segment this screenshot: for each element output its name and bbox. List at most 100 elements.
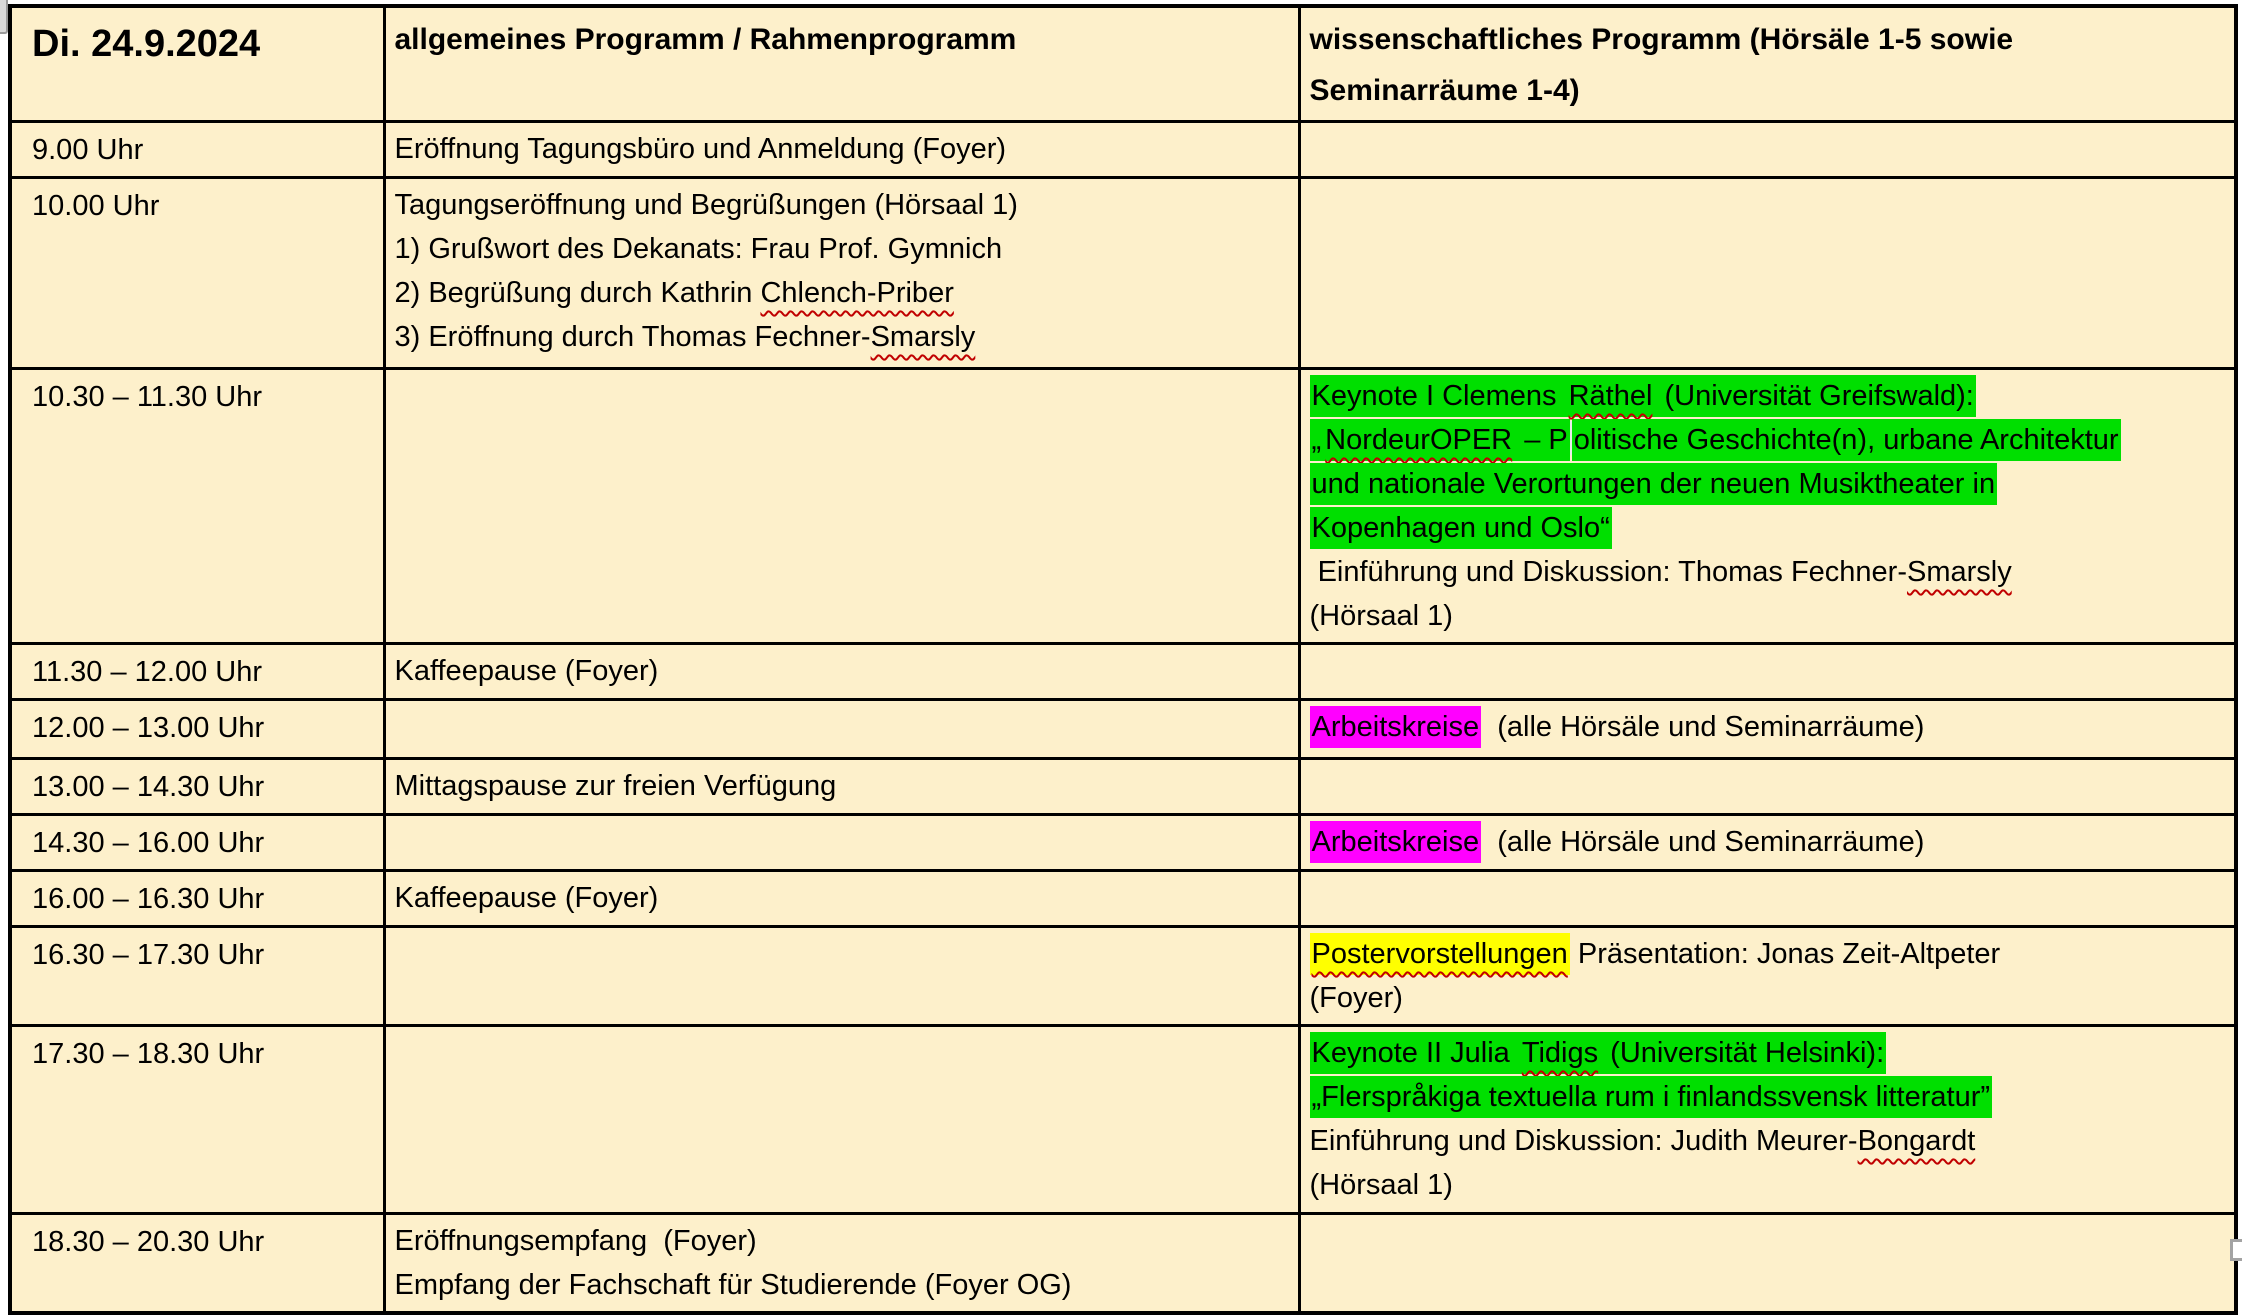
text-segment: Eröffnung Tagungsbüro und Anmeldung (Foy… <box>394 133 1007 165</box>
text-segment: 11.30 – 12.00 Uhr <box>32 656 263 688</box>
text-line: 14.30 – 16.00 Uhr <box>32 821 377 865</box>
scientific-cell[interactable]: Arbeitskreise (alle Hörsäle und Seminarr… <box>1297 813 2238 872</box>
text-line: „Flerspråkiga textuella rum i finlandssv… <box>1309 1075 2227 1119</box>
general-cell[interactable] <box>382 925 1301 1027</box>
general-cell[interactable] <box>382 367 1301 645</box>
general-cell[interactable]: Mittagspause zur freien Verfügung <box>382 757 1301 816</box>
scientific-cell[interactable] <box>1297 757 2238 816</box>
scientific-cell[interactable]: Keynote II Julia Tidigs (Universität Hel… <box>1297 1024 2238 1215</box>
highlighted-text: Kopenhagen und Oslo“ <box>1309 507 1612 549</box>
scientific-cell[interactable]: Arbeitskreise (alle Hörsäle und Seminarr… <box>1297 698 2238 760</box>
text-line: 9.00 Uhr <box>32 128 377 172</box>
scientific-cell[interactable] <box>1297 869 2238 928</box>
text-segment: 16.30 – 17.30 Uhr <box>32 939 265 971</box>
scientific-cell[interactable] <box>1297 1212 2238 1315</box>
time-cell[interactable]: 9.00 Uhr <box>8 120 386 179</box>
header-scientific-cell[interactable]: wissenschaftliches Programm (Hörsäle 1-5… <box>1297 4 2238 123</box>
text-segment: Kaffeepause (Foyer) <box>394 882 659 914</box>
scientific-cell[interactable] <box>1297 120 2238 179</box>
time-cell[interactable]: 18.30 – 20.30 Uhr <box>8 1212 386 1315</box>
text-segment: Mittagspause zur freien Verfügung <box>394 770 837 802</box>
time-cell[interactable]: 10.30 – 11.30 Uhr <box>8 367 386 645</box>
text-line: (Hörsaal 1) <box>1310 1163 2227 1207</box>
text-line: 18.30 – 20.30 Uhr <box>32 1220 377 1264</box>
text-line: Kaffeepause (Foyer) <box>395 649 1290 693</box>
text-line: 10.30 – 11.30 Uhr <box>32 375 377 419</box>
table-row: 10.00 Uhr Tagungseröffnung und Begrüßunge… <box>8 176 2238 370</box>
text-line: Arbeitskreise (alle Hörsäle und Seminarr… <box>1309 820 2227 864</box>
text-segment: 10.00 Uhr <box>32 190 160 222</box>
time-cell[interactable]: 12.00 – 13.00 Uhr <box>8 698 386 760</box>
text-line: 11.30 – 12.00 Uhr <box>32 650 377 694</box>
resize-handle-icon[interactable] <box>2230 1239 2242 1261</box>
table-row: 18.30 – 20.30 Uhr Eröffnungsempfang (Foye… <box>8 1212 2238 1315</box>
text-segment: 9.00 Uhr <box>32 134 144 166</box>
text-line: 17.30 – 18.30 Uhr <box>32 1032 377 1076</box>
general-cell[interactable] <box>382 698 1301 760</box>
general-cell[interactable] <box>382 813 1301 872</box>
table-row: 17.30 – 18.30 Uhr Keynote II Julia Tidigs… <box>8 1024 2238 1215</box>
text-segment: (Foyer) <box>1309 982 1403 1014</box>
text-line: Eröffnungsempfang (Foyer) <box>395 1219 1290 1263</box>
text-segment: Kaffeepause (Foyer) <box>394 655 659 687</box>
text-line: 12.00 – 13.00 Uhr <box>32 706 377 750</box>
header-date-cell[interactable]: Di. 24.9.2024 <box>8 4 386 123</box>
text-cursor <box>1569 421 1572 455</box>
highlighted-text: Keynote II Julia <box>1309 1032 1520 1074</box>
scientific-cell[interactable]: Postervorstellungen Präsentation: Jonas … <box>1297 925 2238 1027</box>
table-row: 16.00 – 16.30 Uhr Kaffeepause (Foyer) <box>8 869 2238 928</box>
text-segment: Smarsly <box>1907 556 2012 588</box>
text-segment: 17.30 – 18.30 Uhr <box>32 1038 265 1070</box>
table-row: 9.00 Uhr Eröffnung Tagungsbüro und Anmeld… <box>8 120 2238 179</box>
scientific-cell[interactable] <box>1297 642 2238 701</box>
text-segment: 3) Eröffnung durch Thomas Fechner- <box>394 321 871 353</box>
time-cell[interactable]: 10.00 Uhr <box>8 176 386 370</box>
text-segment: Präsentation: Jonas Zeit-Altpeter <box>1569 938 2001 970</box>
text-segment: 14.30 – 16.00 Uhr <box>32 827 265 859</box>
time-cell[interactable]: 16.00 – 16.30 Uhr <box>8 869 386 928</box>
highlighted-text: „ <box>1309 419 1324 461</box>
general-cell[interactable]: Tagungseröffnung und Begrüßungen (Hörsaa… <box>382 176 1301 370</box>
time-cell[interactable]: 11.30 – 12.00 Uhr <box>8 642 386 701</box>
time-cell[interactable]: 14.30 – 16.00 Uhr <box>8 813 386 872</box>
table-row: 16.30 – 17.30 Uhr Postervorstellungen Prä… <box>8 925 2238 1027</box>
highlighted-text: Räthel <box>1566 375 1655 417</box>
highlighted-text: Postervorstellungen <box>1309 933 1570 975</box>
highlighted-text: Arbeitskreise <box>1309 706 1482 748</box>
text-line: und nationale Verortungen der neuen Musi… <box>1309 462 2227 506</box>
table-row: 11.30 – 12.00 Uhr Kaffeepause (Foyer) <box>8 642 2238 701</box>
text-line: 13.00 – 14.30 Uhr <box>32 765 377 809</box>
general-cell[interactable]: Kaffeepause (Foyer) <box>382 642 1301 701</box>
text-line: 16.30 – 17.30 Uhr <box>32 933 377 977</box>
highlighted-text: Arbeitskreise <box>1309 821 1482 863</box>
highlighted-text: NordeurOPER <box>1323 419 1515 461</box>
text-segment: 13.00 – 14.30 Uhr <box>32 771 265 803</box>
text-line: Tagungseröffnung und Begrüßungen (Hörsaa… <box>395 183 1290 227</box>
header-general-cell[interactable]: allgemeines Programm / Rahmenprogramm <box>382 4 1301 123</box>
scientific-cell[interactable] <box>1297 176 2238 370</box>
table-row: 14.30 – 16.00 Uhr Arbeitskreise (alle Hör… <box>8 813 2238 872</box>
text-line: 1) Grußwort des Dekanats: Frau Prof. Gym… <box>395 227 1290 271</box>
time-cell[interactable]: 17.30 – 18.30 Uhr <box>8 1024 386 1215</box>
scrollbar-fragment-icon[interactable] <box>0 0 8 34</box>
text-line: Mittagspause zur freien Verfügung <box>395 764 1290 808</box>
text-segment: 18.30 – 20.30 Uhr <box>32 1226 265 1258</box>
time-cell[interactable]: 16.30 – 17.30 Uhr <box>8 925 386 1027</box>
general-cell[interactable]: Eröffnung Tagungsbüro und Anmeldung (Foy… <box>382 120 1301 179</box>
text-line: (Foyer) <box>1310 976 2227 1020</box>
general-cell[interactable]: Kaffeepause (Foyer) <box>382 869 1301 928</box>
text-line: Arbeitskreise (alle Hörsäle und Seminarr… <box>1309 705 2227 749</box>
text-segment: (alle Hörsäle und Seminarräume) <box>1481 826 1925 858</box>
time-cell[interactable]: 13.00 – 14.30 Uhr <box>8 757 386 816</box>
text-segment: 1) Grußwort des Dekanats: Frau Prof. Gym… <box>394 233 1003 265</box>
text-segment: Empfang der Fachschaft für Studierende (… <box>394 1269 1072 1301</box>
text-segment: Eröffnungsempfang (Foyer) <box>394 1225 757 1257</box>
text-line: Eröffnung Tagungsbüro und Anmeldung (Foy… <box>395 127 1290 171</box>
text-segment: Tagungseröffnung und Begrüßungen (Hörsaa… <box>394 189 1018 221</box>
text-segment: Bongardt <box>1857 1125 1976 1157</box>
text-segment: Chlench-Priber <box>760 277 954 309</box>
general-cell[interactable] <box>382 1024 1301 1215</box>
scientific-cell[interactable]: Keynote I Clemens Räthel (Universität Gr… <box>1297 367 2238 645</box>
text-line: (Hörsaal 1) <box>1310 594 2227 638</box>
general-cell[interactable]: Eröffnungsempfang (Foyer) Empfang der Fac… <box>382 1212 1301 1315</box>
